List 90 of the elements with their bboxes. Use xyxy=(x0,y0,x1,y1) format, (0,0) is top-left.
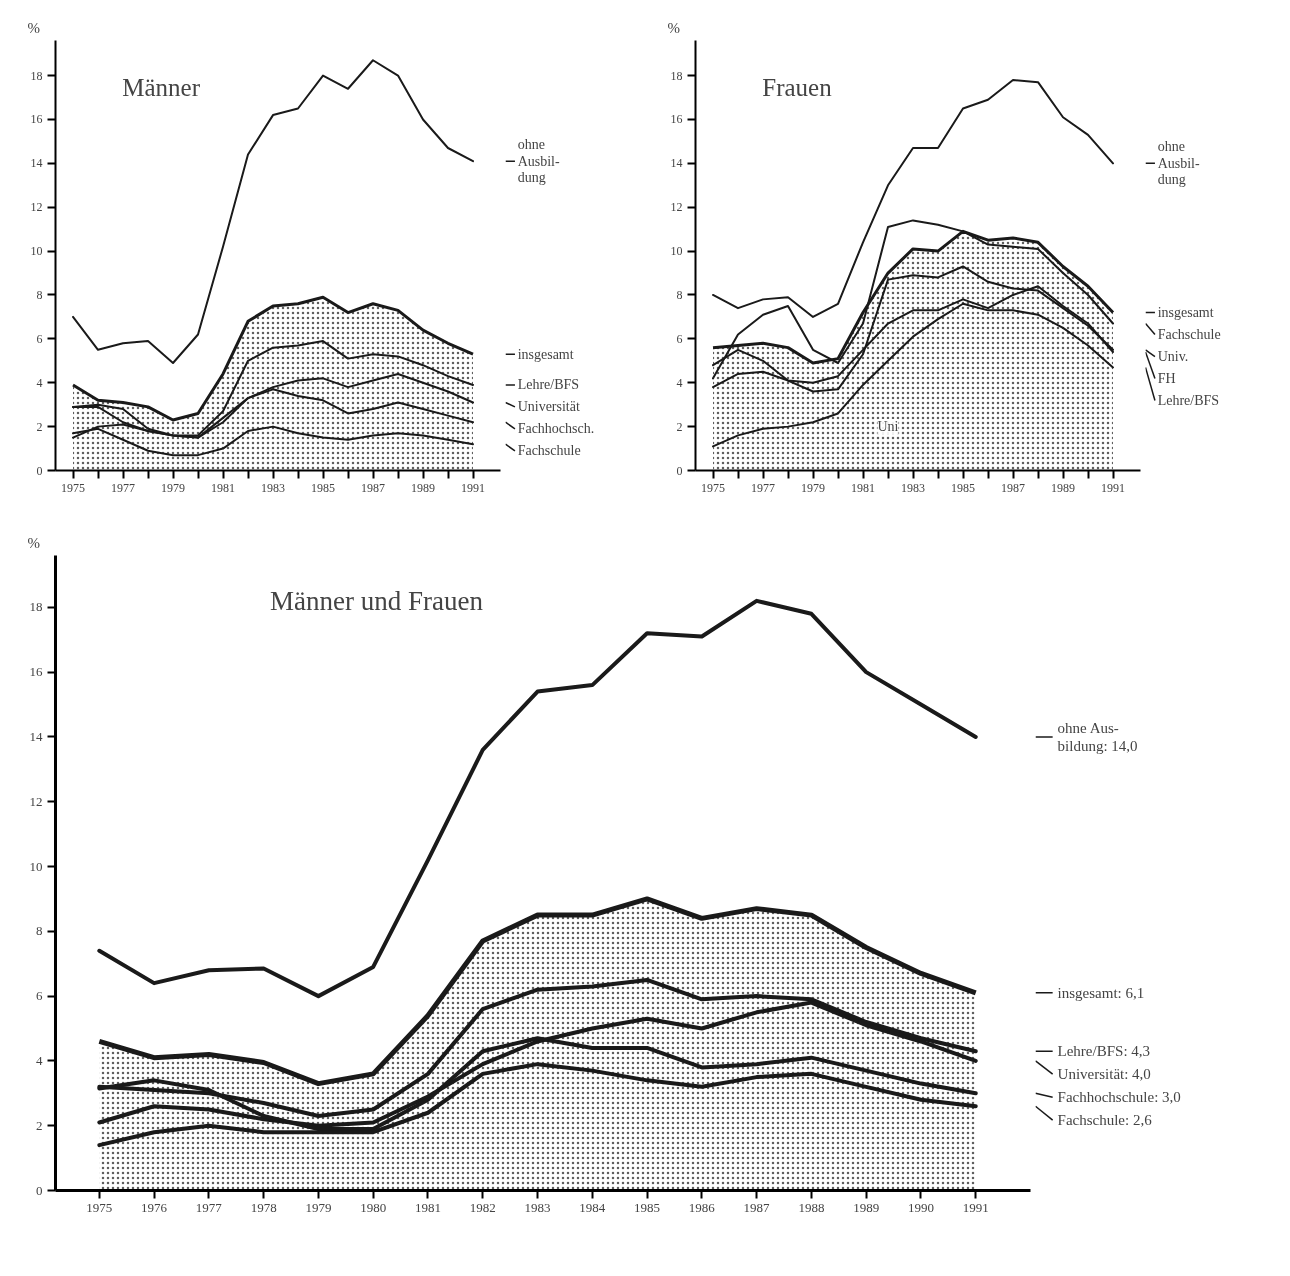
x-tick-label: 1989 xyxy=(411,480,435,495)
legend-label: ohne Aus- bildung: 14,0 xyxy=(1057,720,1138,754)
x-tick-label: 1982 xyxy=(469,1199,496,1215)
x-tick-label: 1977 xyxy=(111,480,135,495)
legend-label: Universität: 4,0 xyxy=(1057,1066,1151,1083)
legend-label: Fachschule xyxy=(517,443,581,459)
x-tick-label: 1981 xyxy=(851,480,875,495)
x-tick-label: 1983 xyxy=(524,1199,551,1215)
y-axis-title: % xyxy=(27,19,40,36)
x-tick-label: 1977 xyxy=(195,1199,223,1215)
x-tick-label: 1991 xyxy=(461,480,485,495)
y-tick-label: 14 xyxy=(670,156,683,171)
legend-label: ohne Ausbil- dung xyxy=(517,137,560,186)
text: Männer xyxy=(122,73,201,101)
y-tick-label: 2 xyxy=(36,419,43,434)
x-tick-label: 1979 xyxy=(305,1199,332,1215)
x-tick-label: 1981 xyxy=(414,1199,441,1215)
legend-label: Univ. xyxy=(1157,349,1189,365)
y-tick-label: 6 xyxy=(36,988,43,1004)
legend-label: Fachhochsch. xyxy=(517,421,595,437)
x-tick-label: 1985 xyxy=(311,480,335,495)
text: Männer und Frauen xyxy=(270,585,484,616)
x-tick-label: 1989 xyxy=(1051,480,1075,495)
annotation: Uni xyxy=(877,419,899,435)
x-tick-label: 1985 xyxy=(951,480,975,495)
x-tick-label: 1988 xyxy=(798,1199,825,1215)
y-tick-label: 16 xyxy=(30,112,43,127)
y-tick-label: 0 xyxy=(36,1182,43,1198)
y-tick-label: 2 xyxy=(36,1117,43,1133)
y-tick-label: 14 xyxy=(30,156,43,171)
y-tick-label: 6 xyxy=(676,331,683,346)
text: Frauen xyxy=(762,73,833,101)
y-tick-label: 8 xyxy=(36,287,43,302)
y-axis-title: % xyxy=(667,19,680,36)
legend-label: Lehre/BFS: 4,3 xyxy=(1057,1043,1151,1060)
y-tick-label: 12 xyxy=(29,793,43,809)
legend-label: Fachschule: 2,6 xyxy=(1057,1112,1153,1129)
x-tick-label: 1984 xyxy=(579,1199,606,1215)
x-tick-label: 1991 xyxy=(1101,480,1125,495)
x-tick-label: 1978 xyxy=(250,1199,277,1215)
x-tick-label: 1987 xyxy=(361,480,385,495)
y-tick-label: 18 xyxy=(30,68,43,83)
y-tick-label: 10 xyxy=(670,244,683,259)
y-tick-label: 0 xyxy=(36,463,43,478)
x-tick-label: 1981 xyxy=(211,480,235,495)
y-tick-label: 4 xyxy=(36,1052,43,1068)
x-tick-label: 1983 xyxy=(261,480,285,495)
y-tick-label: 6 xyxy=(36,331,43,346)
legend-label: Fachschule xyxy=(1157,327,1221,343)
y-tick-label: 4 xyxy=(36,375,43,390)
x-tick-label: 1990 xyxy=(907,1199,934,1215)
x-tick-label: 1975 xyxy=(86,1199,113,1215)
legend-label: insgesamt: 6,1 xyxy=(1057,984,1145,1001)
y-tick-label: 16 xyxy=(29,664,43,680)
x-tick-label: 1985 xyxy=(634,1199,661,1215)
legend-label: insgesamt xyxy=(1157,305,1214,321)
y-tick-label: 8 xyxy=(676,287,683,302)
y-tick-label: 2 xyxy=(676,419,683,434)
x-tick-label: 1987 xyxy=(1001,480,1025,495)
x-tick-label: 1975 xyxy=(61,480,85,495)
x-tick-label: 1976 xyxy=(141,1199,168,1215)
y-tick-label: 8 xyxy=(36,923,43,939)
x-tick-label: 1986 xyxy=(688,1199,716,1215)
x-tick-label: 1979 xyxy=(161,480,185,495)
y-axis-title: % xyxy=(27,534,40,551)
y-tick-label: 12 xyxy=(30,200,43,215)
y-tick-label: 16 xyxy=(670,112,683,127)
y-tick-label: 0 xyxy=(676,463,683,478)
x-tick-label: 1975 xyxy=(701,480,725,495)
legend-label: FH xyxy=(1157,371,1176,387)
y-tick-label: 10 xyxy=(29,858,43,874)
y-tick-label: 12 xyxy=(670,200,683,215)
y-tick-label: 18 xyxy=(670,68,683,83)
legend-label: Universität xyxy=(517,399,580,415)
x-tick-label: 1987 xyxy=(743,1199,771,1215)
legend-label: insgesamt xyxy=(517,346,574,362)
x-tick-label: 1989 xyxy=(853,1199,880,1215)
x-tick-label: 1980 xyxy=(360,1199,387,1215)
x-tick-label: 1983 xyxy=(901,480,925,495)
y-tick-label: 18 xyxy=(29,599,43,615)
y-tick-label: 4 xyxy=(676,375,683,390)
x-tick-label: 1979 xyxy=(801,480,825,495)
x-tick-label: 1991 xyxy=(962,1199,989,1215)
y-tick-label: 14 xyxy=(29,728,43,744)
legend-label: ohne Ausbil- dung xyxy=(1157,139,1200,188)
y-tick-label: 10 xyxy=(30,244,43,259)
legend-label: Lehre/BFS xyxy=(517,377,580,393)
text: Lehre/BFS xyxy=(1157,393,1220,409)
legend-label: Fachhochschule: 3,0 xyxy=(1057,1089,1181,1106)
x-tick-label: 1977 xyxy=(751,480,775,495)
